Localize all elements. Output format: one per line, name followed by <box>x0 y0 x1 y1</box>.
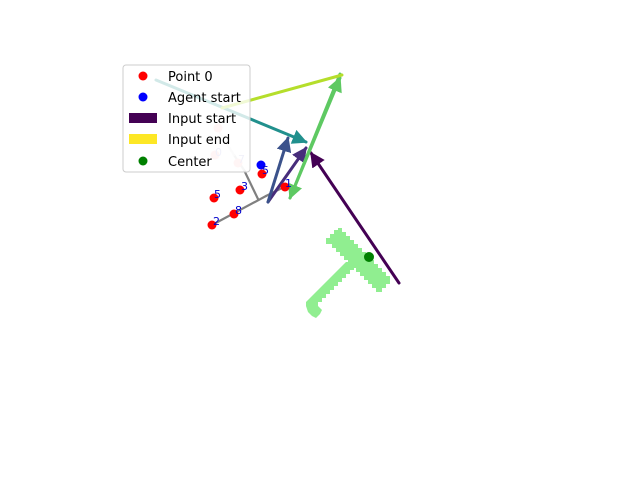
legend-label: Input end <box>168 133 230 148</box>
skeleton-segment <box>210 194 268 227</box>
legend-label: Agent start <box>168 91 241 106</box>
legend-item-agent-start: Agent start <box>138 91 241 106</box>
point-marker <box>229 209 239 219</box>
point-marker <box>235 185 245 195</box>
legend-item-point-0: Point 0 <box>138 70 213 85</box>
legend-label: Point 0 <box>168 70 213 85</box>
agent-start-marker <box>256 160 266 170</box>
t-shape-target <box>306 228 390 318</box>
legend-item-input-end: Input end <box>129 133 230 148</box>
skeleton-segment <box>242 168 260 201</box>
legend-marker-blue-dot <box>138 92 148 102</box>
input-arrow-5 <box>288 72 342 200</box>
legend-marker-dark-patch <box>129 113 157 123</box>
point-label: 5 <box>214 188 221 201</box>
t-shape-bar <box>326 228 390 292</box>
point-label: 1 <box>285 177 292 190</box>
point-label: 5 <box>262 164 269 177</box>
legend-frame <box>122 64 251 173</box>
point-label: 3 <box>241 180 248 193</box>
legend-label: Input start <box>168 112 236 127</box>
input-arrow-1 <box>266 146 308 204</box>
input-arrow-0 <box>309 151 401 285</box>
legend-marker-red-dot <box>138 71 148 81</box>
point-marker <box>280 182 290 192</box>
legend: Point 0 Agent start Input start Input en… <box>122 64 251 173</box>
point-marker <box>257 169 267 179</box>
legend-item-input-start: Input start <box>129 112 236 127</box>
point-label: 8 <box>235 204 242 217</box>
point-marker <box>209 193 219 203</box>
t-shape-stem <box>306 262 354 318</box>
point-label: 2 <box>213 215 220 228</box>
point-marker <box>207 220 217 230</box>
legend-item-center: Center <box>138 155 212 170</box>
legend-marker-yellow-patch <box>129 134 157 144</box>
legend-marker-green-dot <box>138 156 148 166</box>
center-marker <box>364 252 374 262</box>
input-arrow-2 <box>266 136 292 204</box>
legend-label: Center <box>168 155 212 170</box>
